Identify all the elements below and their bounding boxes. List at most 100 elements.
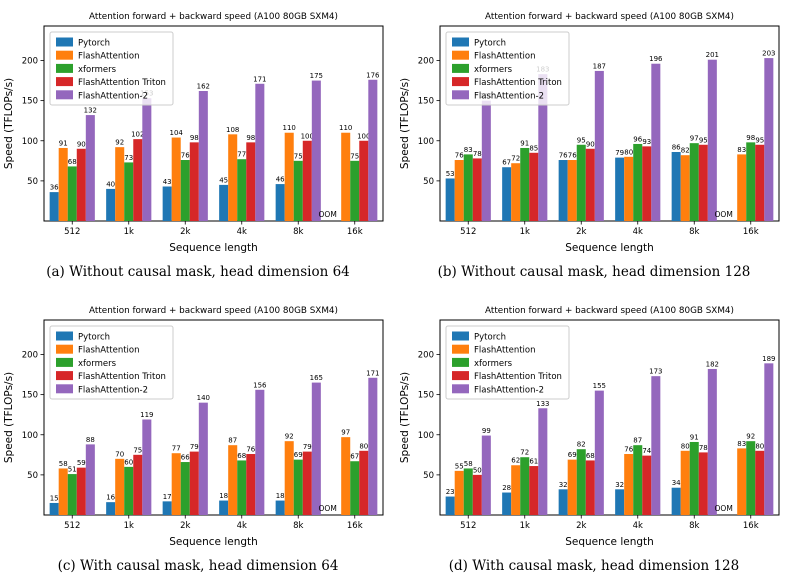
y-tick-label: 200 [22,57,38,67]
bar-flashattention-triton [76,148,86,221]
bar-value-label: 80 [755,442,764,450]
bar-value-label: 85 [529,144,538,152]
bar-pytorch [502,167,512,221]
bar-value-label: 171 [366,369,379,377]
bar-xformers [520,456,530,515]
bar-value-label: 93 [642,138,651,146]
bar-value-label: 92 [746,432,755,440]
bar-value-label: 32 [615,480,624,488]
legend-label: FlashAttention-2 [78,91,148,101]
x-tick-label: 1k [520,521,530,531]
bar-flashattention-triton [642,146,652,221]
bar-value-label: 98 [246,134,255,142]
bar-flashattention-2 [142,419,152,515]
y-tick-label: 150 [418,97,434,107]
legend-box [445,31,570,106]
bar-flashattention-triton [302,451,312,515]
bar-flashattention-triton [189,142,199,221]
bar-value-label: 173 [649,367,662,375]
bar-value-label: 77 [172,444,181,452]
bar-flashattention-2 [198,91,208,221]
bar-xformers [520,147,530,221]
bar-flashattention [58,147,68,221]
bar-value-label: 132 [84,107,97,115]
bar-flashattention-2 [142,98,152,221]
bar-pytorch [106,188,116,221]
legend: Pytorch FlashAttention xformers FlashAttent… [49,325,174,399]
y-tick-label: 100 [22,430,38,440]
bar-value-label: 95 [699,136,708,144]
x-tick-label: 16k [347,521,363,531]
bar-xformers [124,466,134,515]
legend-swatch [452,357,469,367]
bar-value-label: 72 [511,155,520,163]
bar-value-label: 86 [672,143,681,151]
x-tick-label: 2k [180,227,190,237]
legend-label: Pytorch [78,39,110,49]
bar-value-label: 196 [649,55,663,63]
bar-flashattention [567,160,577,221]
bar-value-label: 77 [237,151,246,159]
legend-label: xformers [78,65,117,75]
bar-flashattention-2 [481,435,491,515]
chart-title: Attention forward + backward speed (A100… [89,306,338,316]
legend-swatch [56,331,73,340]
bar-flashattention-triton [642,455,652,515]
bar-value-label: 43 [163,178,172,186]
legend-swatch [56,357,73,367]
bar-flashattention [737,154,747,221]
bar-xformers [180,160,190,221]
x-tick-label: 1k [520,227,530,237]
bar-value-label: 176 [366,71,380,79]
bar-flashattention-triton [472,158,482,221]
bar-flashattention-triton [755,450,765,515]
bar-value-label: 68 [68,158,77,166]
legend-label: FlashAttention-2 [78,385,148,395]
bar-xformers [576,144,586,221]
bar-value-label: 90 [77,140,86,148]
bar-xformers [463,154,473,221]
y-tick-label: 50 [27,177,38,187]
bar-flashattention-2 [764,58,774,221]
bar-value-label: 58 [59,459,68,467]
caption-a: (a) Without causal mask, head dimension … [46,264,350,280]
chart-with-causal-hd64: Attention forward + backward speed (A100… [3,306,384,548]
bar-pytorch [49,192,59,221]
bar-value-label: 40 [106,180,115,188]
bar-pytorch [275,184,285,221]
y-tick-label: 150 [22,390,38,400]
bar-flashattention-triton [585,459,595,515]
x-tick-label: 1k [124,521,134,531]
bar-value-label: 95 [755,136,764,144]
bar-value-label: 83 [737,439,746,447]
y-axis-label: Speed (TFLOPs/s) [399,78,411,169]
chart-title: Attention forward + backward speed (A100… [89,12,338,22]
bar-flashattention-2 [707,368,717,515]
bar-pytorch [445,178,455,221]
bar-pytorch [106,501,116,515]
bar-flashattention [454,160,464,221]
legend-swatch [452,37,469,47]
bar-pytorch [162,186,172,221]
bar-xformers [124,162,134,221]
bar-flashattention [171,452,181,515]
bar-value-label: 92 [285,432,294,440]
bar-flashattention [567,459,577,515]
bar-value-label: 23 [446,488,455,496]
bar-value-label: 45 [219,176,228,184]
bar-value-label: 110 [283,124,296,132]
bar-xformers [180,461,190,515]
bar-value-label: 68 [237,451,246,459]
bar-pytorch [49,502,59,515]
legend-box [49,31,174,106]
legend-swatch [452,63,469,73]
bar-value-label: 75 [294,152,303,160]
bar-value-label: 70 [115,450,124,458]
bar-value-label: 98 [190,134,199,142]
bar-value-label: 99 [482,427,491,435]
legend-label: FlashAttention-2 [474,91,544,101]
bar-flashattention-2 [651,63,661,221]
bar-value-label: 78 [699,443,708,451]
bar-value-label: 156 [253,381,267,389]
